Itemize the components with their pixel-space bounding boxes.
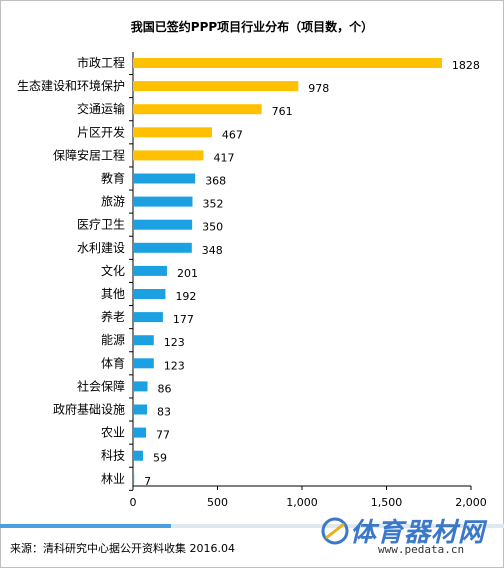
category-label: 文化 xyxy=(101,263,125,278)
progress-bar xyxy=(0,524,504,528)
category-label: 医疗卫生 xyxy=(77,218,125,232)
data-label: 417 xyxy=(213,151,234,164)
category-label: 科技 xyxy=(101,449,125,463)
category-label: 保障安居工程 xyxy=(53,147,125,162)
data-label: 123 xyxy=(164,336,185,349)
bar xyxy=(133,127,212,138)
x-tick-label: 0 xyxy=(130,496,137,509)
data-label: 368 xyxy=(205,175,226,188)
data-label: 1828 xyxy=(452,59,480,72)
bar xyxy=(133,196,193,207)
category-label: 社会保障 xyxy=(77,378,125,393)
data-label: 978 xyxy=(308,82,329,95)
category-label: 旅游 xyxy=(101,195,125,209)
chart-title: 我国已签约PPP项目行业分布（项目数，个） xyxy=(130,20,374,34)
category-label: 市政工程 xyxy=(77,55,125,70)
category-label: 交通运输 xyxy=(77,101,125,116)
category-label: 水利建设 xyxy=(77,241,125,255)
bar xyxy=(133,404,148,415)
data-label: 201 xyxy=(177,267,198,280)
x-tick-label: 1,500 xyxy=(371,496,403,509)
bar xyxy=(133,242,192,253)
bar xyxy=(133,265,167,276)
watermark: 体育器材网 www.pedata.cn xyxy=(320,512,500,562)
bar xyxy=(133,150,204,161)
category-label: 教育 xyxy=(101,171,125,186)
progress-fill xyxy=(0,524,172,528)
data-label: 59 xyxy=(153,452,167,465)
category-label: 生态建设和环境保护 xyxy=(17,78,125,93)
watermark-logo-icon xyxy=(321,517,349,545)
bar-chart: 市政工程 1828 生态建设和环境保护 978 交通运输 761 片区开发 467 保障安居工程… xyxy=(17,52,487,509)
watermark-url: www.pedata.cn xyxy=(378,543,465,556)
bar xyxy=(133,427,147,438)
source-note: 来源：清科研究中心据公开资料收集 2016.04 xyxy=(10,542,235,555)
bar xyxy=(133,173,196,184)
data-label: 7 xyxy=(144,475,151,488)
data-label: 350 xyxy=(202,221,223,234)
data-label: 192 xyxy=(175,290,196,303)
category-label: 能源 xyxy=(101,333,125,347)
x-tick-label: 1,000 xyxy=(286,496,318,509)
category-label: 片区开发 xyxy=(77,124,125,139)
category-label: 其他 xyxy=(101,287,125,301)
data-label: 352 xyxy=(202,198,223,211)
bar xyxy=(133,381,148,392)
bar xyxy=(133,81,299,92)
bar xyxy=(133,312,163,323)
data-label: 348 xyxy=(202,244,223,257)
bar xyxy=(133,289,166,299)
data-label: 83 xyxy=(157,406,171,419)
category-label: 政府基础设施 xyxy=(53,402,125,417)
data-label: 761 xyxy=(272,105,293,118)
category-label: 林业 xyxy=(101,472,125,486)
bar xyxy=(133,58,442,68)
data-label: 86 xyxy=(158,382,172,395)
data-label: 77 xyxy=(156,429,170,442)
watermark-brand: 体育器材网 xyxy=(350,518,486,548)
category-label: 农业 xyxy=(101,426,125,440)
bar xyxy=(133,104,262,115)
category-label: 养老 xyxy=(101,309,125,324)
bar xyxy=(133,219,193,230)
bar xyxy=(133,473,135,484)
data-label: 177 xyxy=(173,313,194,326)
x-tick-label: 2,000 xyxy=(455,496,487,509)
data-label: 467 xyxy=(222,128,243,141)
category-label: 体育 xyxy=(101,355,125,370)
data-label: 123 xyxy=(164,359,185,372)
bar xyxy=(133,358,154,369)
bar xyxy=(133,450,143,461)
bar xyxy=(133,335,154,346)
x-tick-label: 500 xyxy=(207,496,228,509)
